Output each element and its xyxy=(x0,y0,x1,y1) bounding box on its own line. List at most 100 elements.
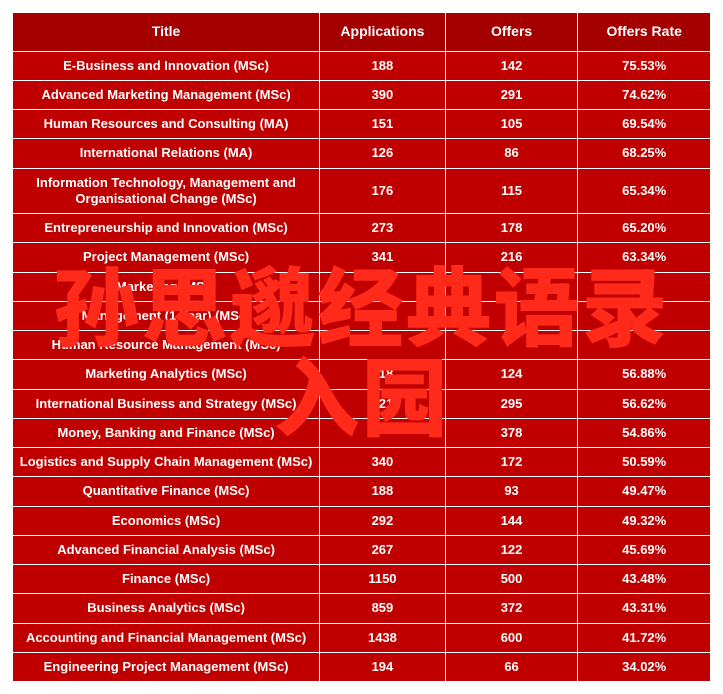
cell-title: Management (1 Year) (MSc) xyxy=(13,301,320,330)
cell-offers: 124 xyxy=(445,360,578,389)
cell-rate: 43.31% xyxy=(578,594,711,623)
cell-apps: 218 xyxy=(320,360,446,389)
cell-offers: 144 xyxy=(445,506,578,535)
cell-apps: 292 xyxy=(320,506,446,535)
cell-title: Advanced Financial Analysis (MSc) xyxy=(13,535,320,564)
cell-apps: 151 xyxy=(320,110,446,139)
cell-apps: 188 xyxy=(320,51,446,80)
cell-offers: 66 xyxy=(445,652,578,681)
table-row: Human Resource Management (MSc) xyxy=(13,331,711,360)
cell-title: International Business and Strategy (MSc… xyxy=(13,389,320,418)
cell-rate: 69.54% xyxy=(578,110,711,139)
cell-offers: 291 xyxy=(445,80,578,109)
cell-title: Marketing (MSc) xyxy=(13,272,320,301)
cell-title: Advanced Marketing Management (MSc) xyxy=(13,80,320,109)
table-row: Finance (MSc)115050043.48% xyxy=(13,565,711,594)
table-row: Marketing (MSc) xyxy=(13,272,711,301)
cell-title: Entrepreneurship and Innovation (MSc) xyxy=(13,214,320,243)
cell-apps: 340 xyxy=(320,448,446,477)
col-header-rate: Offers Rate xyxy=(578,13,711,52)
table-container: Title Applications Offers Offers Rate E-… xyxy=(12,12,711,682)
table-row: Money, Banking and Finance (MSc)37854.86… xyxy=(13,418,711,447)
cell-apps: 188 xyxy=(320,477,446,506)
cell-rate: 75.53% xyxy=(578,51,711,80)
cell-offers: 105 xyxy=(445,110,578,139)
table-row: Human Resources and Consulting (MA)15110… xyxy=(13,110,711,139)
cell-rate: 50.59% xyxy=(578,448,711,477)
cell-rate xyxy=(578,301,711,330)
cell-title: Engineering Project Management (MSc) xyxy=(13,652,320,681)
cell-rate: 49.47% xyxy=(578,477,711,506)
col-header-apps: Applications xyxy=(320,13,446,52)
cell-apps xyxy=(320,331,446,360)
cell-offers: 295 xyxy=(445,389,578,418)
cell-offers xyxy=(445,331,578,360)
cell-offers xyxy=(445,301,578,330)
cell-rate: 34.02% xyxy=(578,652,711,681)
table-row: International Business and Strategy (MSc… xyxy=(13,389,711,418)
col-header-title: Title xyxy=(13,13,320,52)
cell-rate xyxy=(578,331,711,360)
table-row: Entrepreneurship and Innovation (MSc)273… xyxy=(13,214,711,243)
cell-offers xyxy=(445,272,578,301)
cell-apps: 267 xyxy=(320,535,446,564)
table-row: Marketing Analytics (MSc)21812456.88% xyxy=(13,360,711,389)
cell-title: Marketing Analytics (MSc) xyxy=(13,360,320,389)
cell-rate: 49.32% xyxy=(578,506,711,535)
cell-title: Accounting and Financial Management (MSc… xyxy=(13,623,320,652)
cell-title: E-Business and Innovation (MSc) xyxy=(13,51,320,80)
table-row: E-Business and Innovation (MSc)18814275.… xyxy=(13,51,711,80)
cell-offers: 115 xyxy=(445,168,578,214)
table-header-row: Title Applications Offers Offers Rate xyxy=(13,13,711,52)
cell-title: Human Resources and Consulting (MA) xyxy=(13,110,320,139)
cell-offers: 93 xyxy=(445,477,578,506)
cell-title: Quantitative Finance (MSc) xyxy=(13,477,320,506)
offers-table: Title Applications Offers Offers Rate E-… xyxy=(12,12,711,682)
cell-title: Business Analytics (MSc) xyxy=(13,594,320,623)
table-row: Quantitative Finance (MSc)1889349.47% xyxy=(13,477,711,506)
cell-offers: 142 xyxy=(445,51,578,80)
cell-offers: 172 xyxy=(445,448,578,477)
cell-title: Project Management (MSc) xyxy=(13,243,320,272)
cell-apps: 176 xyxy=(320,168,446,214)
cell-offers: 500 xyxy=(445,565,578,594)
table-row: Economics (MSc)29214449.32% xyxy=(13,506,711,535)
cell-apps: 194 xyxy=(320,652,446,681)
cell-title: International Relations (MA) xyxy=(13,139,320,168)
cell-rate: 56.88% xyxy=(578,360,711,389)
cell-title: Logistics and Supply Chain Management (M… xyxy=(13,448,320,477)
cell-apps: 521 xyxy=(320,389,446,418)
table-row: Advanced Marketing Management (MSc)39029… xyxy=(13,80,711,109)
cell-rate: 74.62% xyxy=(578,80,711,109)
cell-offers: 216 xyxy=(445,243,578,272)
cell-offers: 178 xyxy=(445,214,578,243)
cell-offers: 86 xyxy=(445,139,578,168)
table-row: Engineering Project Management (MSc)1946… xyxy=(13,652,711,681)
table-row: Advanced Financial Analysis (MSc)2671224… xyxy=(13,535,711,564)
cell-offers: 372 xyxy=(445,594,578,623)
cell-offers: 378 xyxy=(445,418,578,447)
table-row: Logistics and Supply Chain Management (M… xyxy=(13,448,711,477)
cell-offers: 600 xyxy=(445,623,578,652)
cell-rate xyxy=(578,272,711,301)
cell-rate: 54.86% xyxy=(578,418,711,447)
cell-apps: 126 xyxy=(320,139,446,168)
cell-rate: 41.72% xyxy=(578,623,711,652)
table-row: Business Analytics (MSc)85937243.31% xyxy=(13,594,711,623)
table-row: Management (1 Year) (MSc)935 xyxy=(13,301,711,330)
table-row: Accounting and Financial Management (MSc… xyxy=(13,623,711,652)
cell-rate: 68.25% xyxy=(578,139,711,168)
cell-apps: 390 xyxy=(320,80,446,109)
col-header-offers: Offers xyxy=(445,13,578,52)
cell-apps: 859 xyxy=(320,594,446,623)
cell-rate: 65.20% xyxy=(578,214,711,243)
cell-apps: 1438 xyxy=(320,623,446,652)
table-row: Information Technology, Management and O… xyxy=(13,168,711,214)
cell-offers: 122 xyxy=(445,535,578,564)
cell-apps xyxy=(320,418,446,447)
table-row: Project Management (MSc)34121663.34% xyxy=(13,243,711,272)
cell-title: Finance (MSc) xyxy=(13,565,320,594)
cell-title: Economics (MSc) xyxy=(13,506,320,535)
cell-rate: 45.69% xyxy=(578,535,711,564)
cell-apps xyxy=(320,272,446,301)
